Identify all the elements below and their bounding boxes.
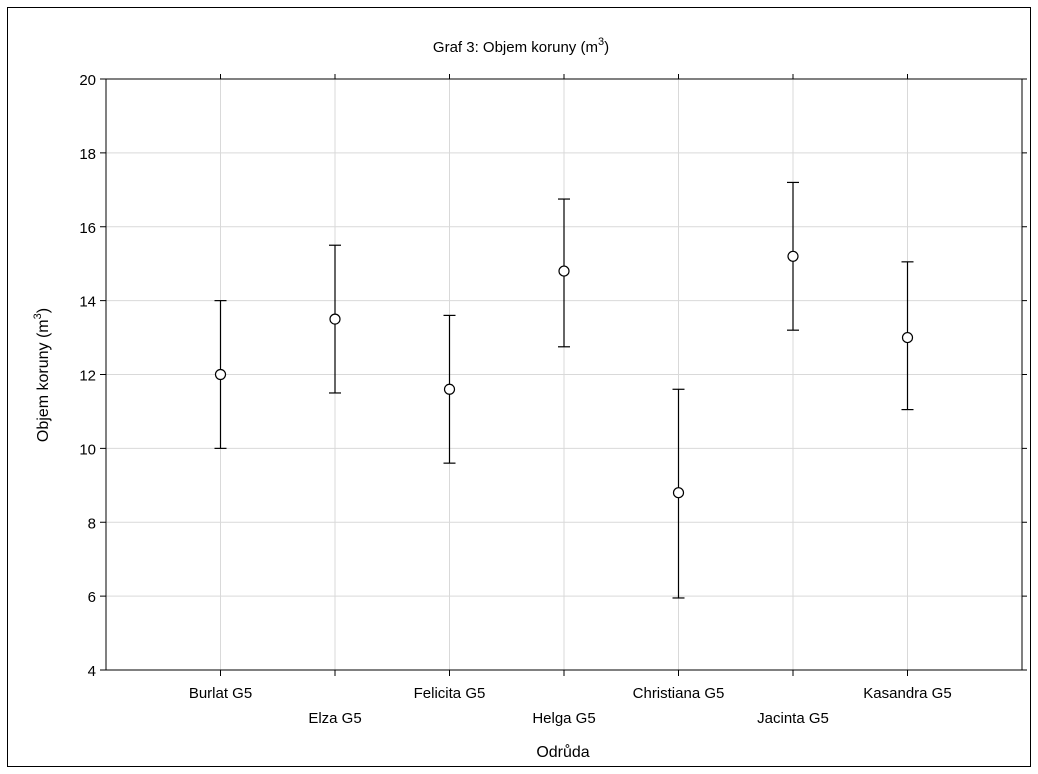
y-tick-label: 20	[79, 72, 96, 89]
chart-frame	[7, 7, 1031, 767]
mean-point	[443, 383, 456, 395]
x-axis: Burlat G5 Elza G5 Felicita G5 Helga G5 Chris…	[189, 74, 952, 727]
x-tick-label: Elza G5	[308, 710, 361, 727]
mean-point	[901, 331, 914, 344]
data-marks	[214, 181, 914, 599]
y-tick-label: 6	[88, 589, 96, 606]
x-tick-label: Helga G5	[532, 710, 595, 727]
mean-point	[329, 313, 341, 325]
mean-point	[214, 368, 227, 381]
y-tick-label: 10	[79, 441, 96, 458]
x-tick-label: Jacinta G5	[757, 710, 829, 727]
y-tick-label: 4	[88, 663, 96, 680]
ylabel-superscript: 3	[32, 313, 44, 319]
x-tick-label: Kasandra G5	[863, 685, 951, 702]
ylabel-suffix: )	[35, 308, 52, 313]
chart-title: Graf 3: Objem koruny (m3)	[433, 36, 609, 56]
mean-point	[558, 265, 570, 277]
mean-point	[787, 250, 799, 262]
x-axis-title: Odrůda	[536, 743, 589, 761]
y-tick-label: 14	[79, 294, 96, 311]
y-tick-label: 8	[88, 515, 96, 532]
mean-point	[672, 487, 685, 499]
grid-lines	[106, 79, 1022, 670]
title-suffix: )	[604, 39, 609, 56]
y-tick-label: 18	[79, 146, 96, 163]
y-axis: 4 6 8 10 12 14 16 18 20	[79, 72, 1027, 680]
x-tick-label: Felicita G5	[414, 685, 486, 702]
title-superscript: 3	[598, 36, 604, 48]
y-tick-label: 16	[79, 220, 96, 237]
x-tick-label: Burlat G5	[189, 685, 252, 702]
y-tick-label: 12	[79, 368, 96, 385]
y-axis-title: Objem koruny (m3)	[32, 308, 52, 442]
x-tick-label: Christiana G5	[633, 685, 725, 702]
